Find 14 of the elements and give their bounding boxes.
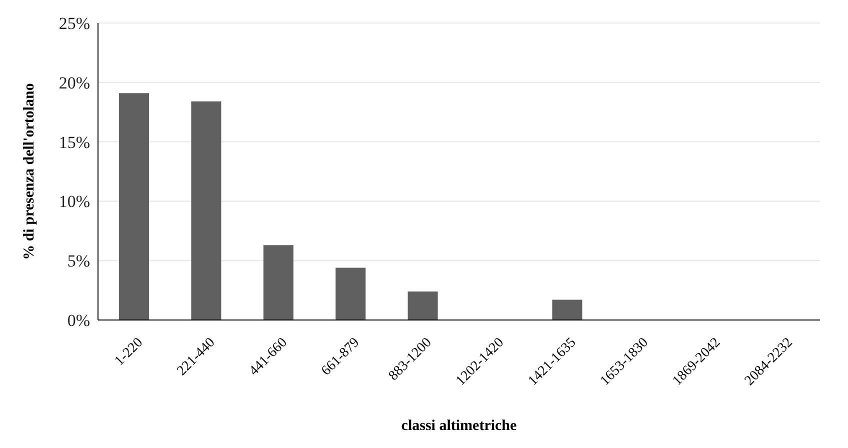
y-tick-label: 0% <box>67 311 90 330</box>
y-tick-label: 10% <box>58 192 90 212</box>
bar <box>552 300 582 320</box>
y-tick-label: 20% <box>58 73 90 92</box>
bar <box>336 268 366 320</box>
x-axis-title: classi altimetriche <box>401 418 518 434</box>
y-tick-label: 25% <box>58 14 90 34</box>
bar <box>191 101 222 320</box>
bar <box>263 245 294 320</box>
y-axis-title: % di presenza dell'ortolano <box>21 83 38 260</box>
y-tick-label: 15% <box>58 132 90 152</box>
y-tick-label: 5% <box>67 252 90 271</box>
bar <box>408 291 438 320</box>
bar <box>119 93 149 320</box>
